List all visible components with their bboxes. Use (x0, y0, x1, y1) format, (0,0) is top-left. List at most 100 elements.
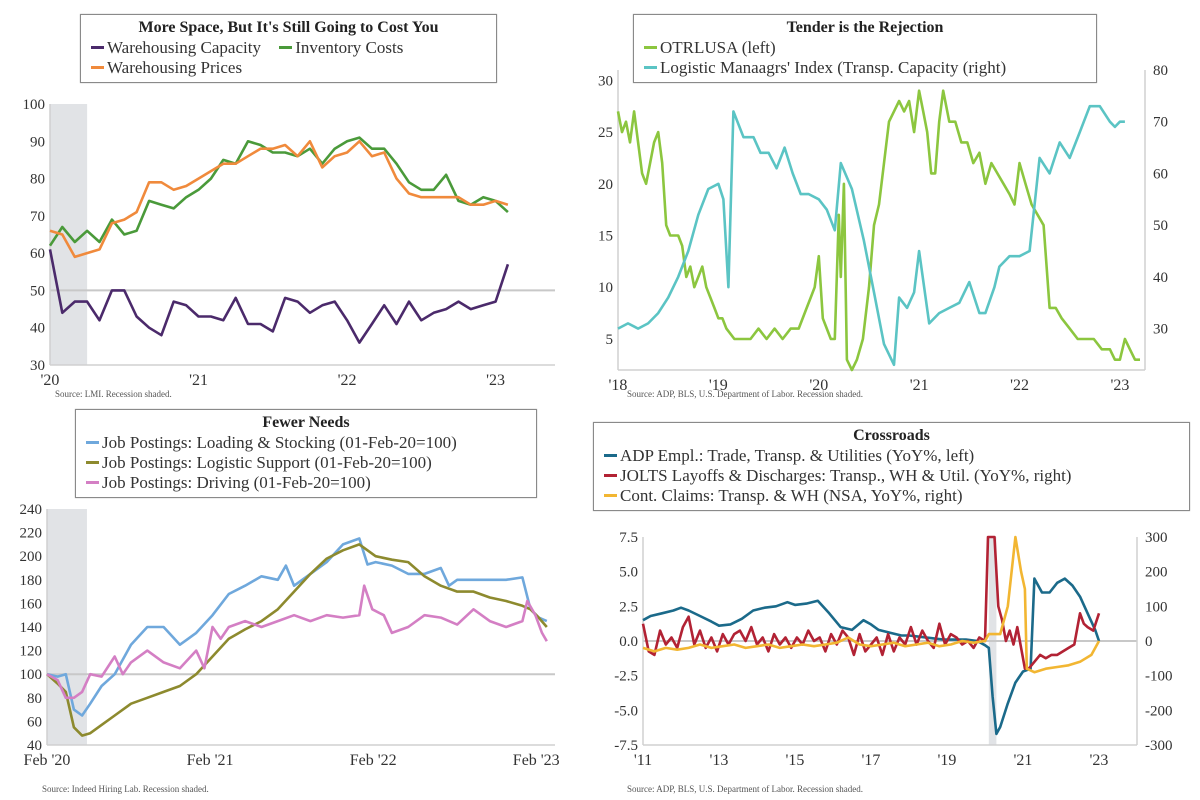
y-tick-label: -5.0 (614, 703, 638, 719)
x-tick-label: '22 (338, 372, 357, 389)
legend-item-warehousing-capacity: Warehousing Capacity (91, 38, 261, 58)
legend-swatch (604, 473, 617, 477)
series-line-3 (46, 584, 548, 700)
legend-label: Inventory Costs (295, 38, 404, 57)
y-tick-label: 240 (20, 502, 43, 518)
y-tick-label: 30 (598, 73, 613, 89)
legend-swatch (91, 65, 104, 69)
y-tick-label: 20 (598, 177, 613, 193)
y-tick-label: 40 (30, 321, 45, 337)
x-tick-label: Feb '20 (24, 752, 71, 769)
chart-crossroads-legend: Crossroads ADP Empl.: Trade, Transp. & U… (593, 422, 1190, 511)
y-tick-label: 200 (20, 549, 43, 565)
legend-swatch (279, 45, 293, 49)
legend-label: ADP Empl.: Trade, Transp. & Utilities (Y… (620, 446, 975, 465)
y2-tick-label: 50 (1153, 218, 1168, 234)
y2-tick-label: 60 (1153, 166, 1168, 182)
x-tick-label: '18 (609, 377, 628, 394)
chart-title: Fewer Needs (262, 414, 350, 431)
y2-tick-label: 80 (1153, 63, 1168, 79)
legend-swatch (644, 45, 657, 49)
legend-item-jolts-layoffs: JOLTS Layoffs & Discharges: Transp., WH … (604, 466, 1179, 486)
chart-crossroads: -7.5 -5.0 -2.5 0.0 2.5 5.0 7.5 -300 -200 -100 0 100… (593, 400, 1200, 800)
y-tick-label: 7.5 (619, 530, 638, 546)
legend-item-logistic-support: Job Postings: Logistic Support (01-Feb-2… (86, 453, 526, 473)
chart-title: Crossroads (853, 427, 930, 444)
series-line-1 (46, 537, 548, 717)
chart-tender-rejection-legend: Tender is the Rejection OTRLUSA (left) L… (633, 14, 1097, 83)
y-tick-label: 50 (30, 283, 45, 299)
y-tick-label: 80 (27, 691, 42, 707)
legend-label: OTRLUSA (left) (660, 38, 776, 57)
y-tick-label: 5.0 (619, 565, 638, 581)
legend-item-logistic-managers-index: Logistic Manaagrs' Index (Transp. Capaci… (644, 58, 1086, 78)
x-tick-label: Feb '22 (350, 752, 397, 769)
chart-title: More Space, But It's Still Going to Cost… (138, 19, 439, 36)
y-tick-label: 100 (23, 97, 46, 113)
legend-item-inventory-costs: Inventory Costs (279, 38, 403, 58)
y-tick-label: 15 (598, 229, 613, 245)
recession-shading (47, 509, 87, 745)
chart-tender-rejection: 5 10 15 20 25 30 30 40 50 60 70 80 '18 '19 '20 '21 '22 '2… (598, 0, 1200, 400)
x-tick-label: '13 (710, 752, 729, 769)
x-tick-label: '19 (938, 752, 957, 769)
legend-swatch (604, 453, 617, 457)
legend-item-continuing-claims: Cont. Claims: Transp. & WH (NSA, YoY%, r… (604, 486, 1179, 506)
chart-source: Source: Indeed Hiring Lab. Recession sha… (42, 784, 209, 794)
x-tick-label: '23 (486, 372, 505, 389)
y2-tick-label: 40 (1153, 270, 1168, 286)
legend-item-adp-employment: ADP Empl.: Trade, Transp. & Utilities (Y… (604, 446, 1179, 466)
chart-source: Source: LMI. Recession shaded. (55, 389, 172, 399)
y-tick-label: 120 (20, 644, 43, 660)
series-line-3 (49, 140, 509, 259)
x-tick-label: '20 (41, 372, 60, 389)
y-tick-label: 30 (30, 358, 45, 374)
y-tick-label: 70 (30, 209, 45, 225)
legend-label: Warehousing Capacity (107, 38, 261, 57)
y2-tick-label: -100 (1145, 669, 1173, 685)
x-tick-label: '15 (786, 752, 805, 769)
series-line-1 (616, 89, 1140, 372)
y-tick-label: 0.0 (619, 634, 638, 650)
legend-label: JOLTS Layoffs & Discharges: Transp., WH … (620, 466, 1072, 485)
series-line-1 (48, 249, 510, 344)
chart-warehousing-legend: More Space, But It's Still Going to Cost… (80, 14, 497, 83)
chart-title: Tender is the Rejection (786, 19, 944, 36)
x-tick-label: '21 (910, 377, 929, 394)
y-tick-label: -7.5 (614, 738, 638, 754)
legend-label: Job Postings: Driving (01-Feb-20=100) (102, 473, 371, 492)
y-tick-label: 100 (20, 667, 43, 683)
x-tick-label: Feb '23 (513, 752, 560, 769)
series-line-3 (642, 535, 1101, 674)
legend-label: Logistic Manaagrs' Index (Transp. Capaci… (660, 58, 1007, 77)
y2-tick-label: 0 (1145, 634, 1153, 650)
legend-swatch (91, 45, 104, 49)
legend-item-driving: Job Postings: Driving (01-Feb-20=100) (86, 473, 526, 493)
series-line-1 (642, 577, 1101, 736)
legend-swatch (86, 440, 99, 444)
y-tick-label: 60 (27, 714, 42, 730)
x-tick-label: '21 (189, 372, 208, 389)
chart-fewer-needs-plot: 40 60 80 100 120 140 160 180 200 220 240 Feb '20 Feb… (20, 502, 560, 769)
y2-tick-label: 30 (1153, 322, 1168, 338)
legend-swatch (86, 480, 99, 484)
x-tick-label: Feb '21 (187, 752, 234, 769)
y-tick-label: 90 (30, 134, 45, 150)
series-line-2 (48, 136, 509, 247)
chart-source: Source: ADP, BLS, U.S. Department of Lab… (627, 389, 863, 399)
legend-label: Job Postings: Logistic Support (01-Feb-2… (102, 453, 432, 472)
y-tick-label: 80 (30, 172, 45, 188)
legend-item-loading-stocking: Job Postings: Loading & Stocking (01-Feb… (86, 433, 526, 453)
y-tick-label: 10 (598, 280, 613, 296)
y2-tick-label: 300 (1145, 530, 1168, 546)
chart-warehousing: 30 40 50 60 70 80 90 100 '20 '21 '22 '23 More Space… (0, 0, 600, 400)
y-tick-label: 25 (598, 125, 613, 141)
y2-tick-label: 100 (1145, 599, 1168, 615)
y2-tick-label: -300 (1145, 738, 1173, 754)
y2-tick-label: 70 (1153, 115, 1168, 131)
y-tick-label: -2.5 (614, 669, 638, 685)
y-tick-label: 160 (20, 596, 43, 612)
series-line-2 (617, 104, 1125, 367)
x-tick-label: '23 (1110, 377, 1129, 394)
y-tick-label: 180 (20, 573, 43, 589)
